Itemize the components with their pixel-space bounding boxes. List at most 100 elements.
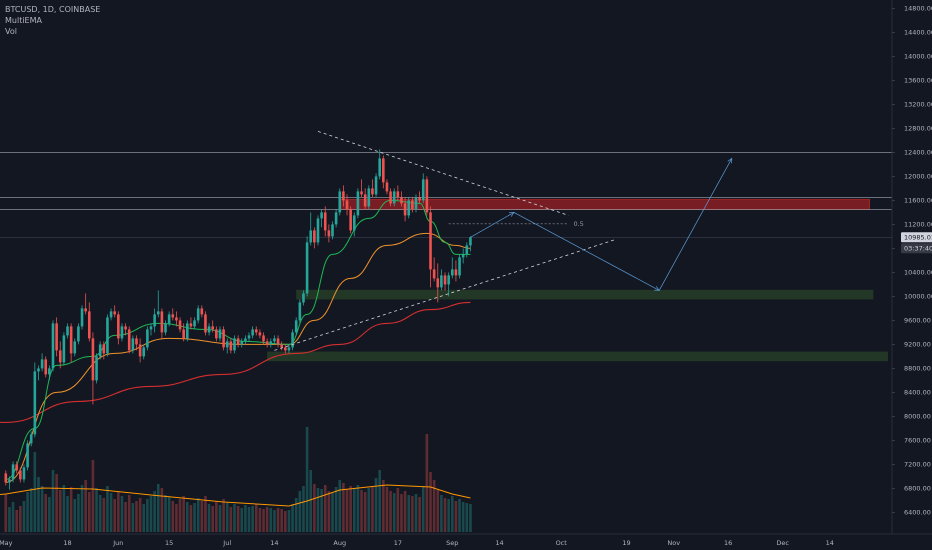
candle <box>458 254 461 279</box>
candle <box>374 173 378 198</box>
candles <box>4 149 472 490</box>
y-tick-label: 7200.00 <box>904 461 931 469</box>
candle <box>240 338 244 348</box>
candle <box>244 335 247 345</box>
y-tick-label: 10400.00 <box>904 269 932 277</box>
price-axis[interactable]: 15200.0014800.0014400.0014000.0013600.00… <box>892 0 932 517</box>
candle <box>124 323 127 336</box>
x-tick-label: Nov <box>667 539 680 547</box>
indicator-multiema[interactable]: MultiEMA <box>5 16 42 25</box>
candle <box>178 317 182 333</box>
candle <box>120 323 124 342</box>
volume-bar <box>200 501 204 532</box>
y-tick-label: 7600.00 <box>904 437 931 445</box>
ema-slow-line <box>0 301 471 423</box>
candle <box>382 155 385 189</box>
candle <box>331 221 334 240</box>
y-tick-label: 11200.00 <box>904 221 932 229</box>
volume-bar <box>80 485 84 532</box>
candle <box>62 332 66 366</box>
volume-bar <box>215 502 218 532</box>
volume-bar <box>411 496 414 532</box>
candle <box>327 224 331 243</box>
y-tick-label: 12400.00 <box>904 149 932 157</box>
candle <box>19 467 22 483</box>
candle <box>37 365 40 381</box>
volume-bar <box>131 503 135 532</box>
volume-bar <box>11 502 15 532</box>
candle <box>8 476 11 490</box>
candle <box>265 338 269 348</box>
volume-bar <box>153 491 156 532</box>
volume-bar <box>98 495 102 532</box>
candle <box>309 212 313 246</box>
volume-bar <box>436 490 440 532</box>
y-tick-label: 14400.00 <box>904 29 932 37</box>
volume-bar <box>360 490 363 532</box>
x-tick-label: Sep <box>446 539 458 547</box>
candle <box>156 290 160 318</box>
candle <box>352 212 356 237</box>
volume-bar <box>465 503 469 532</box>
volume-bar <box>356 485 360 532</box>
y-tick-label: 10000.00 <box>904 293 932 301</box>
candle <box>182 323 185 342</box>
candle <box>440 269 443 291</box>
volume-layer <box>0 427 472 532</box>
volume-bar <box>29 488 33 532</box>
volume-bar <box>62 485 66 532</box>
volume-bar <box>207 504 211 532</box>
candle <box>200 305 204 318</box>
candle <box>280 341 283 351</box>
candle <box>186 320 189 342</box>
fib-level-label: 0.5 <box>573 220 583 228</box>
volume-bar <box>171 501 175 532</box>
x-tick-label: 16 <box>724 539 732 547</box>
volume-bar <box>48 497 51 532</box>
y-tick-label: 12800.00 <box>904 125 932 133</box>
volume-bar <box>236 506 240 532</box>
y-tick-label: 8400.00 <box>904 389 931 397</box>
volume-bar <box>429 472 432 532</box>
volume-bar <box>229 507 233 532</box>
volume-bar <box>127 495 131 532</box>
volume-bar <box>22 501 26 532</box>
candle <box>411 197 414 213</box>
volume-bar <box>403 491 407 532</box>
time-axis[interactable]: May 18 Jun 15 Jul 14 Aug 17 Sep 14 Oct 19 Nov 16 Dec 14 <box>0 533 932 547</box>
countdown-tag: 03:37:40 <box>901 243 932 254</box>
volume-bar <box>320 489 323 532</box>
volume-bar <box>392 493 396 532</box>
volume-bar <box>113 499 116 532</box>
y-tick-label: 6400.00 <box>904 509 931 517</box>
y-tick-label: 12000.00 <box>904 173 932 181</box>
volume-bar <box>33 452 37 532</box>
candle <box>4 470 8 486</box>
volume-bar <box>280 509 283 532</box>
candle <box>258 329 262 339</box>
support-zone <box>267 351 888 362</box>
x-tick-label: 15 <box>165 539 173 547</box>
symbol-line[interactable]: BTCUSD, 1D, COINBASE <box>5 5 101 14</box>
volume-bar <box>58 490 62 532</box>
volume-bar <box>345 489 349 532</box>
candle <box>73 338 77 357</box>
candle <box>385 179 389 195</box>
volume-bar <box>175 504 178 532</box>
volume-bar <box>44 494 48 532</box>
volume-bar <box>342 483 345 532</box>
candle <box>378 149 381 180</box>
current-price-label: 10985.01 <box>904 234 932 242</box>
volume-average-line <box>0 484 471 507</box>
volume-bar <box>258 508 262 532</box>
candle <box>91 332 95 405</box>
candle <box>167 311 171 327</box>
x-tick-label: Dec <box>776 539 789 547</box>
volume-bar <box>418 497 421 532</box>
volume-bar <box>84 480 87 532</box>
volume-bar <box>66 496 69 532</box>
indicator-vol[interactable]: Vol <box>5 27 17 36</box>
candle <box>302 290 305 306</box>
